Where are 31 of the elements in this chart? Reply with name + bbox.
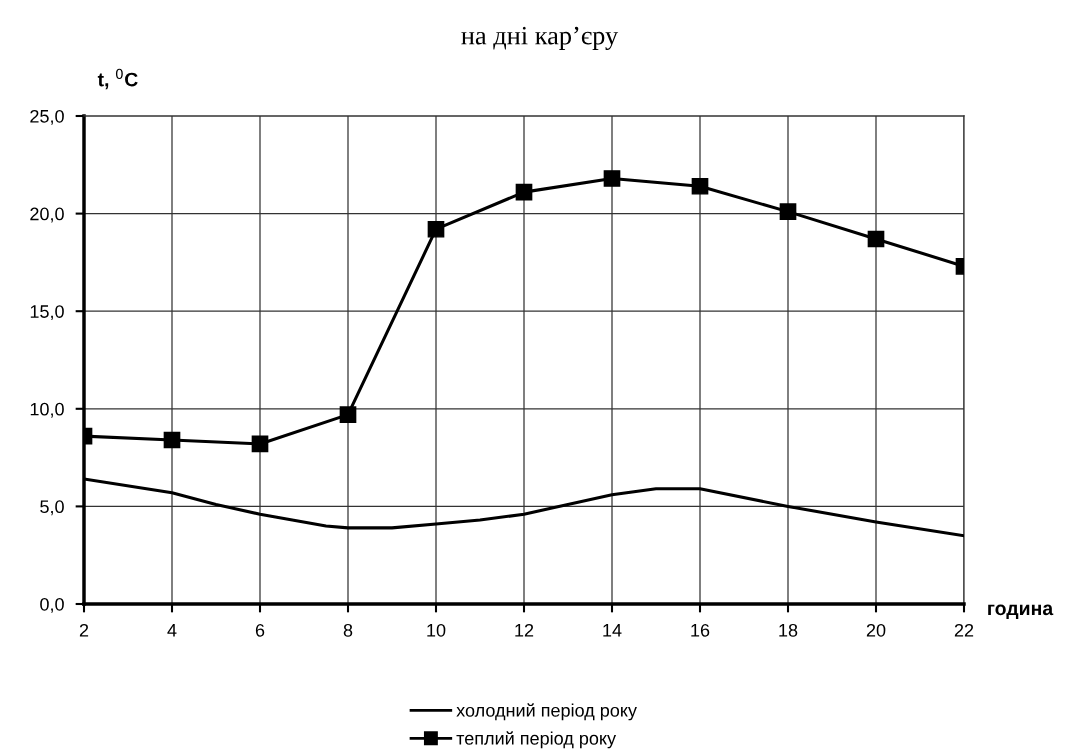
point <box>339 406 357 423</box>
point <box>603 170 621 187</box>
legend-label: холодний період року <box>456 703 637 721</box>
x-tick-label: 12 <box>515 623 534 637</box>
point <box>515 183 533 201</box>
x-tick-label: 8 <box>343 623 353 637</box>
y-tick-label: 5,0 <box>40 500 64 516</box>
point <box>691 177 709 195</box>
x-axis-title: година <box>988 604 1054 619</box>
x-tick-label: 22 <box>954 623 974 637</box>
x-tick-label: 4 <box>167 624 177 637</box>
point <box>163 431 181 449</box>
y-axis-title: t, $^{0}$C <box>97 68 138 90</box>
y-tick-label: 15,0 <box>30 305 64 321</box>
x-tick-label: 14 <box>603 624 622 637</box>
point <box>867 230 885 248</box>
x-tick-label: 6 <box>255 623 265 637</box>
y-tick-label: 20,0 <box>30 207 64 223</box>
x-tick-label: 2 <box>79 623 89 637</box>
x-tick-label: 18 <box>779 623 798 637</box>
x-tick-label: 10 <box>427 623 446 637</box>
y-tick-label: 25,0 <box>30 109 64 125</box>
point <box>251 435 269 453</box>
point <box>779 203 797 220</box>
point <box>427 220 445 238</box>
legend-label: теплий період року <box>456 731 617 749</box>
chart-title: на дні кар’єру <box>461 26 619 50</box>
y-tick-label: 10,0 <box>30 402 64 418</box>
x-tick-label: 16 <box>691 623 710 637</box>
x-tick-label: 20 <box>866 623 886 637</box>
y-tick-label: 0,0 <box>40 597 64 613</box>
